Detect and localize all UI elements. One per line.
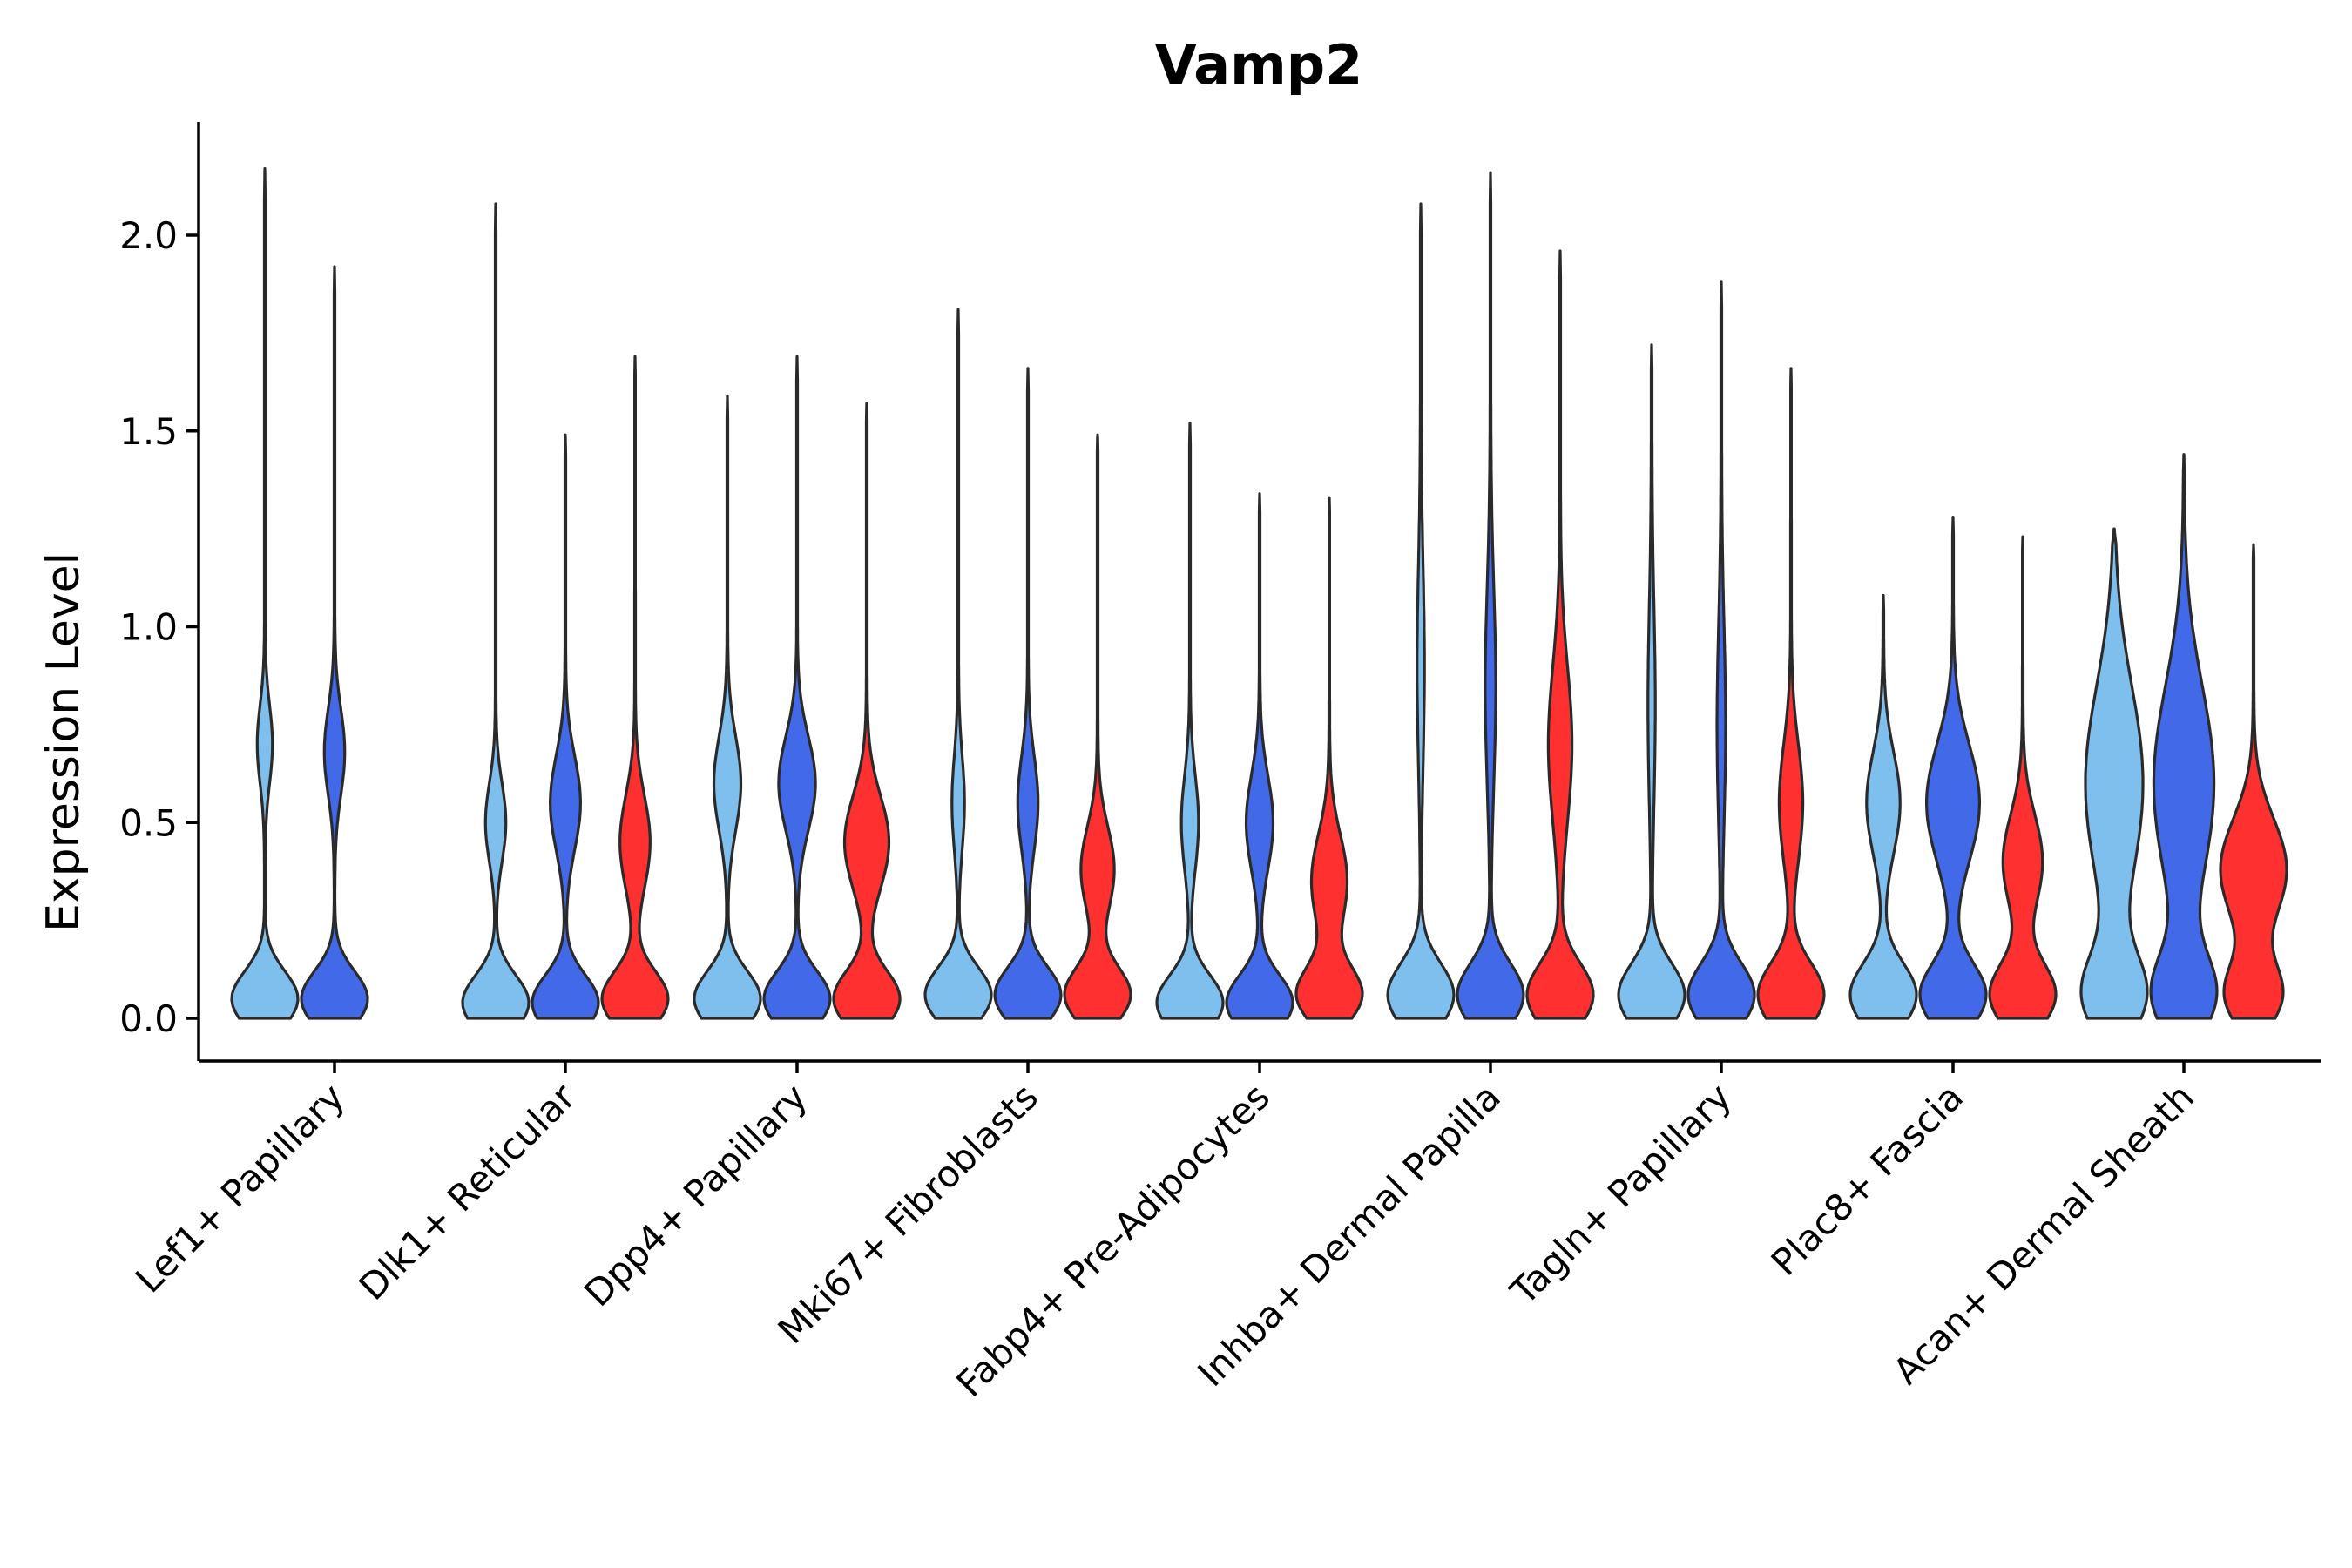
y-axis-label: Expression Level bbox=[37, 552, 90, 932]
violin-group1 bbox=[923, 308, 993, 1020]
violin-group3 bbox=[1525, 249, 1595, 1020]
violin-group2 bbox=[1225, 492, 1294, 1020]
x-tick-label: Lef1+ Papillary bbox=[127, 1075, 353, 1301]
violin-group3 bbox=[600, 355, 670, 1020]
violin-group2 bbox=[531, 433, 600, 1020]
y-tick-label: 2.0 bbox=[119, 214, 178, 257]
x-tick-label: Mki67+ Fibroblasts bbox=[770, 1075, 1046, 1351]
violin-group2 bbox=[1456, 171, 1525, 1020]
violin-group3 bbox=[1063, 433, 1132, 1020]
x-tick-label: Tagln+ Papillary bbox=[1502, 1075, 1740, 1313]
chart-title: Vamp2 bbox=[1155, 33, 1363, 97]
violin-group3 bbox=[832, 402, 902, 1020]
violin-group3 bbox=[2219, 543, 2288, 1020]
x-tick-label: Dpp4+ Papillary bbox=[576, 1075, 815, 1315]
violin-group1 bbox=[1155, 422, 1225, 1020]
violin-group1 bbox=[1617, 343, 1686, 1020]
violin-group2 bbox=[1686, 280, 1756, 1020]
violin-group3 bbox=[1756, 367, 1826, 1020]
violin-group1 bbox=[1848, 593, 1918, 1020]
violin-group2 bbox=[2149, 453, 2219, 1020]
violin-group1 bbox=[2079, 527, 2149, 1020]
y-tick-label: 1.0 bbox=[119, 606, 178, 649]
violins-group bbox=[230, 167, 2288, 1020]
violin-group1 bbox=[230, 167, 300, 1020]
violin-group2 bbox=[1918, 516, 1988, 1020]
x-tick-label: Dlk1+ Reticular bbox=[351, 1075, 585, 1308]
violin-group3 bbox=[1988, 535, 2058, 1020]
y-tick-label: 0.5 bbox=[119, 801, 178, 844]
x-tick-label: Plac8+ Fascia bbox=[1763, 1075, 1971, 1283]
violin-group1 bbox=[461, 202, 531, 1020]
y-tick-label: 0.0 bbox=[119, 997, 178, 1040]
violin-group2 bbox=[300, 265, 369, 1020]
y-tick-label: 1.5 bbox=[119, 410, 178, 453]
y-ticks-group: 0.0 0.5 1.0 1.5 2.0 bbox=[119, 214, 199, 1040]
violin-group1 bbox=[1386, 202, 1456, 1020]
violin-group3 bbox=[1294, 496, 1364, 1020]
violin-group2 bbox=[762, 355, 832, 1020]
violin-group1 bbox=[693, 394, 762, 1020]
violin-group2 bbox=[993, 367, 1063, 1020]
